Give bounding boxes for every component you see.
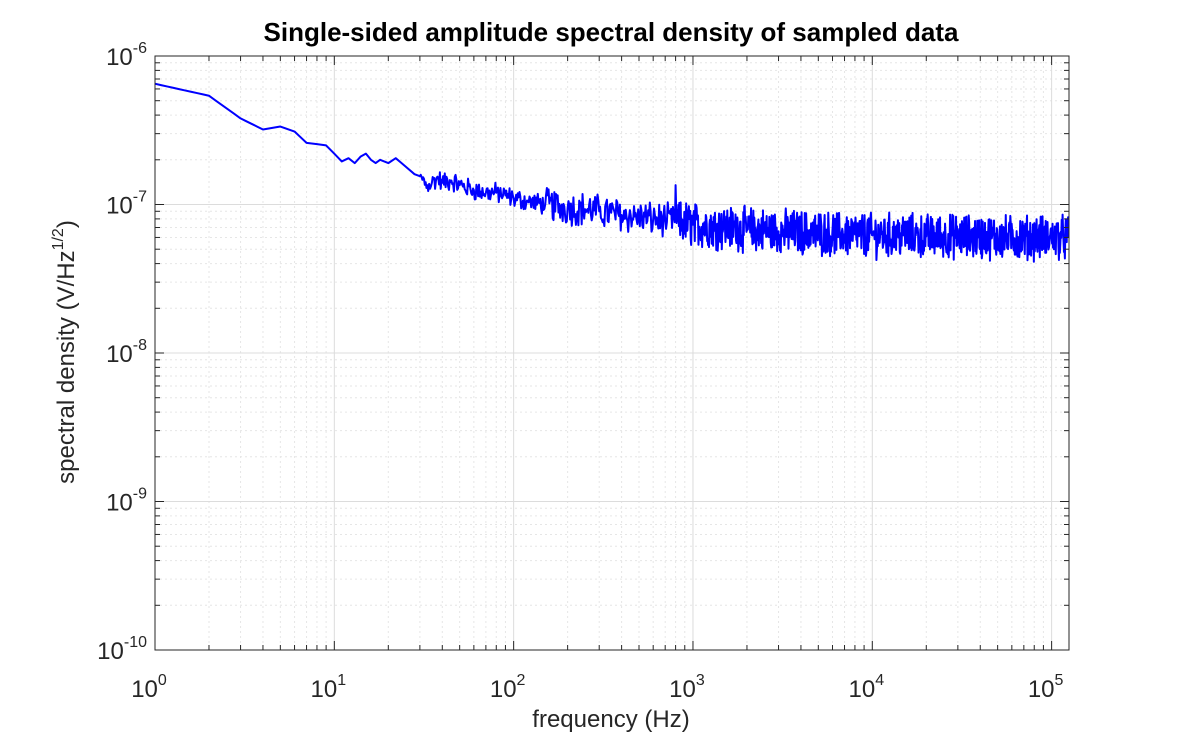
y-tick-exponent: -7: [133, 189, 147, 206]
x-tick-exponent: 3: [696, 672, 705, 689]
x-tick-labels: 100 101 102 103 104 105: [131, 672, 1063, 703]
y-tick-base: 10: [106, 341, 133, 368]
y-axis-label-superscript: 1/2: [50, 228, 67, 250]
x-tick-base: 10: [131, 676, 158, 703]
x-tick-exponent: 1: [337, 672, 346, 689]
series-line: [155, 82, 1069, 263]
x-axis-label: frequency (Hz): [532, 706, 689, 733]
x-tick-exponent: 5: [1055, 672, 1064, 689]
x-tick-label: 101: [311, 672, 347, 703]
tick-marks: [154, 55, 1069, 651]
y-tick-exponent: -6: [133, 40, 147, 57]
x-tick-exponent: 0: [158, 672, 167, 689]
x-tick-label: 102: [490, 672, 526, 703]
x-tick-label: 105: [1028, 672, 1064, 703]
x-tick-base: 10: [490, 676, 517, 703]
x-tick-base: 10: [311, 676, 338, 703]
y-tick-base: 10: [106, 193, 133, 220]
x-tick-exponent: 4: [875, 672, 884, 689]
y-tick-exponent: -8: [133, 337, 147, 354]
y-tick-label: 10-7: [106, 189, 147, 220]
y-tick-exponent: -10: [124, 634, 147, 651]
x-tick-base: 10: [669, 676, 696, 703]
y-tick-label: 10-8: [106, 337, 147, 368]
y-tick-base: 10: [97, 638, 124, 665]
y-tick-base: 10: [106, 44, 133, 71]
chart-title: Single-sided amplitude spectral density …: [264, 17, 959, 47]
x-tick-base: 10: [848, 676, 875, 703]
y-tick-label: 10-10: [97, 634, 147, 665]
x-tick-label: 104: [848, 672, 884, 703]
y-tick-exponent: -9: [133, 486, 147, 503]
y-axis-label: spectral density (V/Hz1/2): [50, 220, 80, 484]
y-tick-label: 10-6: [106, 40, 147, 71]
y-tick-label: 10-9: [106, 486, 147, 517]
series-layer: [155, 82, 1069, 263]
y-tick-base: 10: [106, 490, 133, 517]
y-axis-label-suffix: ): [53, 220, 80, 228]
x-tick-base: 10: [1028, 676, 1055, 703]
x-tick-exponent: 2: [517, 672, 526, 689]
x-tick-label: 100: [131, 672, 167, 703]
y-axis-label-main: spectral density (V/Hz: [53, 250, 80, 483]
x-tick-label: 103: [669, 672, 705, 703]
